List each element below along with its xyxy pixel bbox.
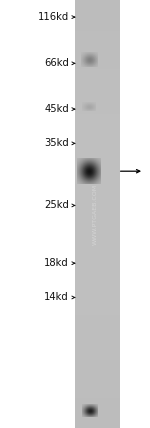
Text: WWW.PTGAEB.COM: WWW.PTGAEB.COM <box>93 184 98 244</box>
Text: 14kd: 14kd <box>44 292 69 303</box>
Text: 45kd: 45kd <box>44 104 69 114</box>
Text: 35kd: 35kd <box>44 138 69 149</box>
Text: 25kd: 25kd <box>44 200 69 211</box>
Text: 18kd: 18kd <box>44 258 69 268</box>
Text: 116kd: 116kd <box>38 12 69 22</box>
Text: 66kd: 66kd <box>44 58 69 68</box>
